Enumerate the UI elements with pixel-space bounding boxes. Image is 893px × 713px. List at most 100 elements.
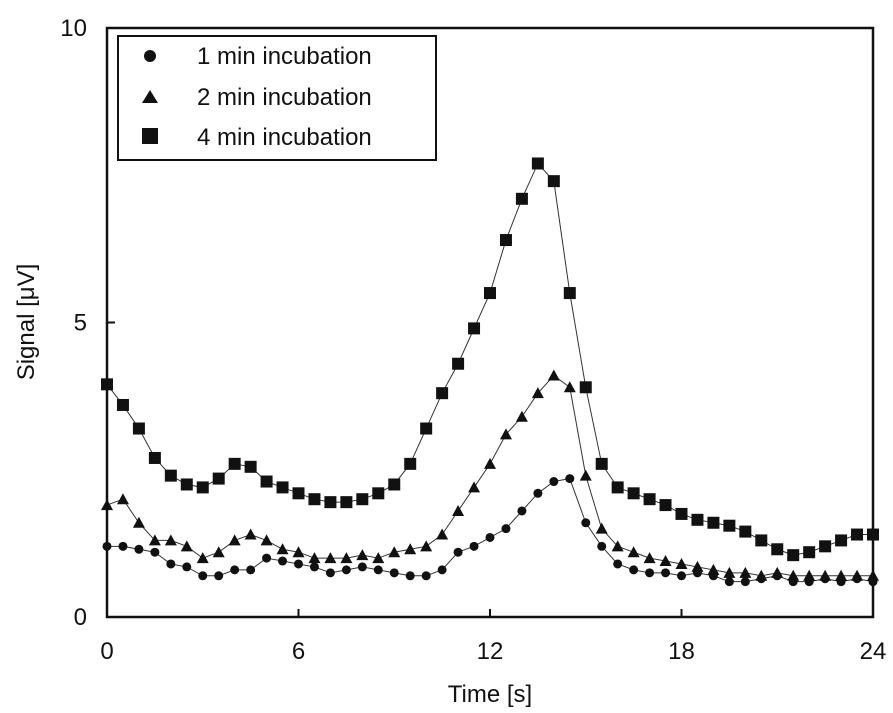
series-1-point [613, 559, 623, 569]
series-3-point [372, 487, 385, 500]
series-2-point [787, 569, 800, 581]
series-1-point [740, 577, 750, 587]
series-3-point [244, 460, 257, 473]
series-2-point [611, 540, 624, 552]
x-axis-title: Time [s] [448, 681, 532, 708]
series-2-point [116, 493, 129, 505]
series-3-point [515, 192, 528, 205]
series-2-point [228, 534, 241, 546]
series-2-point [420, 540, 433, 552]
series-3-point [308, 493, 321, 506]
legend-label-series-3: 4 min incubation [197, 124, 372, 151]
series-2-point [499, 428, 512, 440]
series-2-point [739, 566, 752, 578]
series-1-point [278, 556, 288, 566]
series-2-point [515, 410, 528, 422]
series-1-point [565, 474, 575, 484]
series-2-point [180, 540, 193, 552]
legend-label-series-2: 2 min incubation [197, 84, 372, 111]
legend-marker-circle [144, 50, 156, 62]
y-tick-label: 10 [60, 15, 87, 42]
series-2-point [484, 457, 496, 469]
series-1-point [309, 562, 319, 572]
series-3-point [292, 487, 305, 500]
series-3-point [196, 481, 209, 494]
series-2-point [372, 552, 385, 564]
series-3-point [452, 357, 465, 370]
series-3-point [132, 422, 145, 435]
series-2-point [196, 552, 209, 564]
series-2-point [755, 569, 768, 581]
series-2-point [643, 552, 656, 564]
series-2-point [675, 557, 688, 569]
legend-box [117, 35, 437, 161]
series-2-point [851, 569, 864, 581]
series-3-point [484, 287, 496, 300]
series-1-point [549, 477, 559, 487]
series-3-point [675, 507, 688, 520]
series-2-point [101, 499, 113, 511]
series-1-point [198, 571, 208, 581]
series-2-point [547, 369, 560, 381]
series-2-point [659, 555, 672, 567]
series-2-point [260, 534, 273, 546]
series-3-point [228, 457, 241, 470]
series-3-point [212, 472, 225, 485]
series-1-point [533, 488, 543, 498]
x-tick-label: 12 [477, 638, 504, 665]
legend: 1 min incubation 2 min incubation 4 min … [117, 35, 437, 161]
series-1-point [294, 559, 303, 569]
series-3-point [739, 525, 752, 538]
series-3-point [787, 549, 800, 562]
series-3-point [116, 398, 129, 411]
series-1-point [325, 568, 335, 578]
series-3-point [356, 493, 369, 506]
series-1-point [389, 568, 399, 578]
series-1-point [677, 571, 686, 581]
series-1-point [437, 565, 447, 575]
series-3-point [499, 234, 512, 247]
series-3-point [563, 287, 576, 300]
series-2-point [595, 522, 608, 534]
y-axis-title: Signal [μV] [13, 264, 40, 381]
series-1-point [453, 547, 463, 557]
series-3-point [340, 496, 353, 509]
series-2-point [148, 534, 161, 546]
series-1-point [405, 571, 415, 581]
series-1-point [597, 541, 607, 551]
series-2-point [867, 569, 879, 581]
series-2-point [356, 549, 369, 561]
series-3-point [180, 478, 193, 491]
series-3-point [404, 457, 417, 470]
series-2-point [308, 552, 321, 564]
series-3-point [468, 322, 481, 335]
x-tick-label: 6 [292, 638, 305, 665]
series-3-point [755, 534, 768, 547]
series-3-point [101, 378, 113, 391]
series-1-point [246, 565, 256, 575]
series-2-point [292, 546, 305, 558]
series-2-point [723, 566, 736, 578]
series-1-point [661, 568, 671, 578]
series-2-point [388, 546, 401, 558]
series-2-point [452, 504, 465, 516]
series-2-point [468, 481, 481, 493]
series-1-point [134, 544, 144, 554]
series-3-point [835, 534, 848, 547]
series-2-point [707, 563, 720, 575]
series-1-point [357, 562, 367, 572]
series-3-point [148, 451, 161, 464]
legend-marker-square [142, 128, 158, 144]
series-1-point [469, 541, 479, 551]
series-3-point [531, 157, 544, 170]
series-3-point [547, 175, 560, 188]
series-2-point [627, 546, 640, 558]
series-1-point [629, 565, 639, 575]
series-2-point [244, 528, 257, 540]
x-tick-label: 0 [100, 638, 113, 665]
series-2-point [835, 569, 848, 581]
series-1-point [581, 518, 591, 528]
series-3-point [803, 546, 816, 559]
x-tick-label: 18 [668, 638, 695, 665]
